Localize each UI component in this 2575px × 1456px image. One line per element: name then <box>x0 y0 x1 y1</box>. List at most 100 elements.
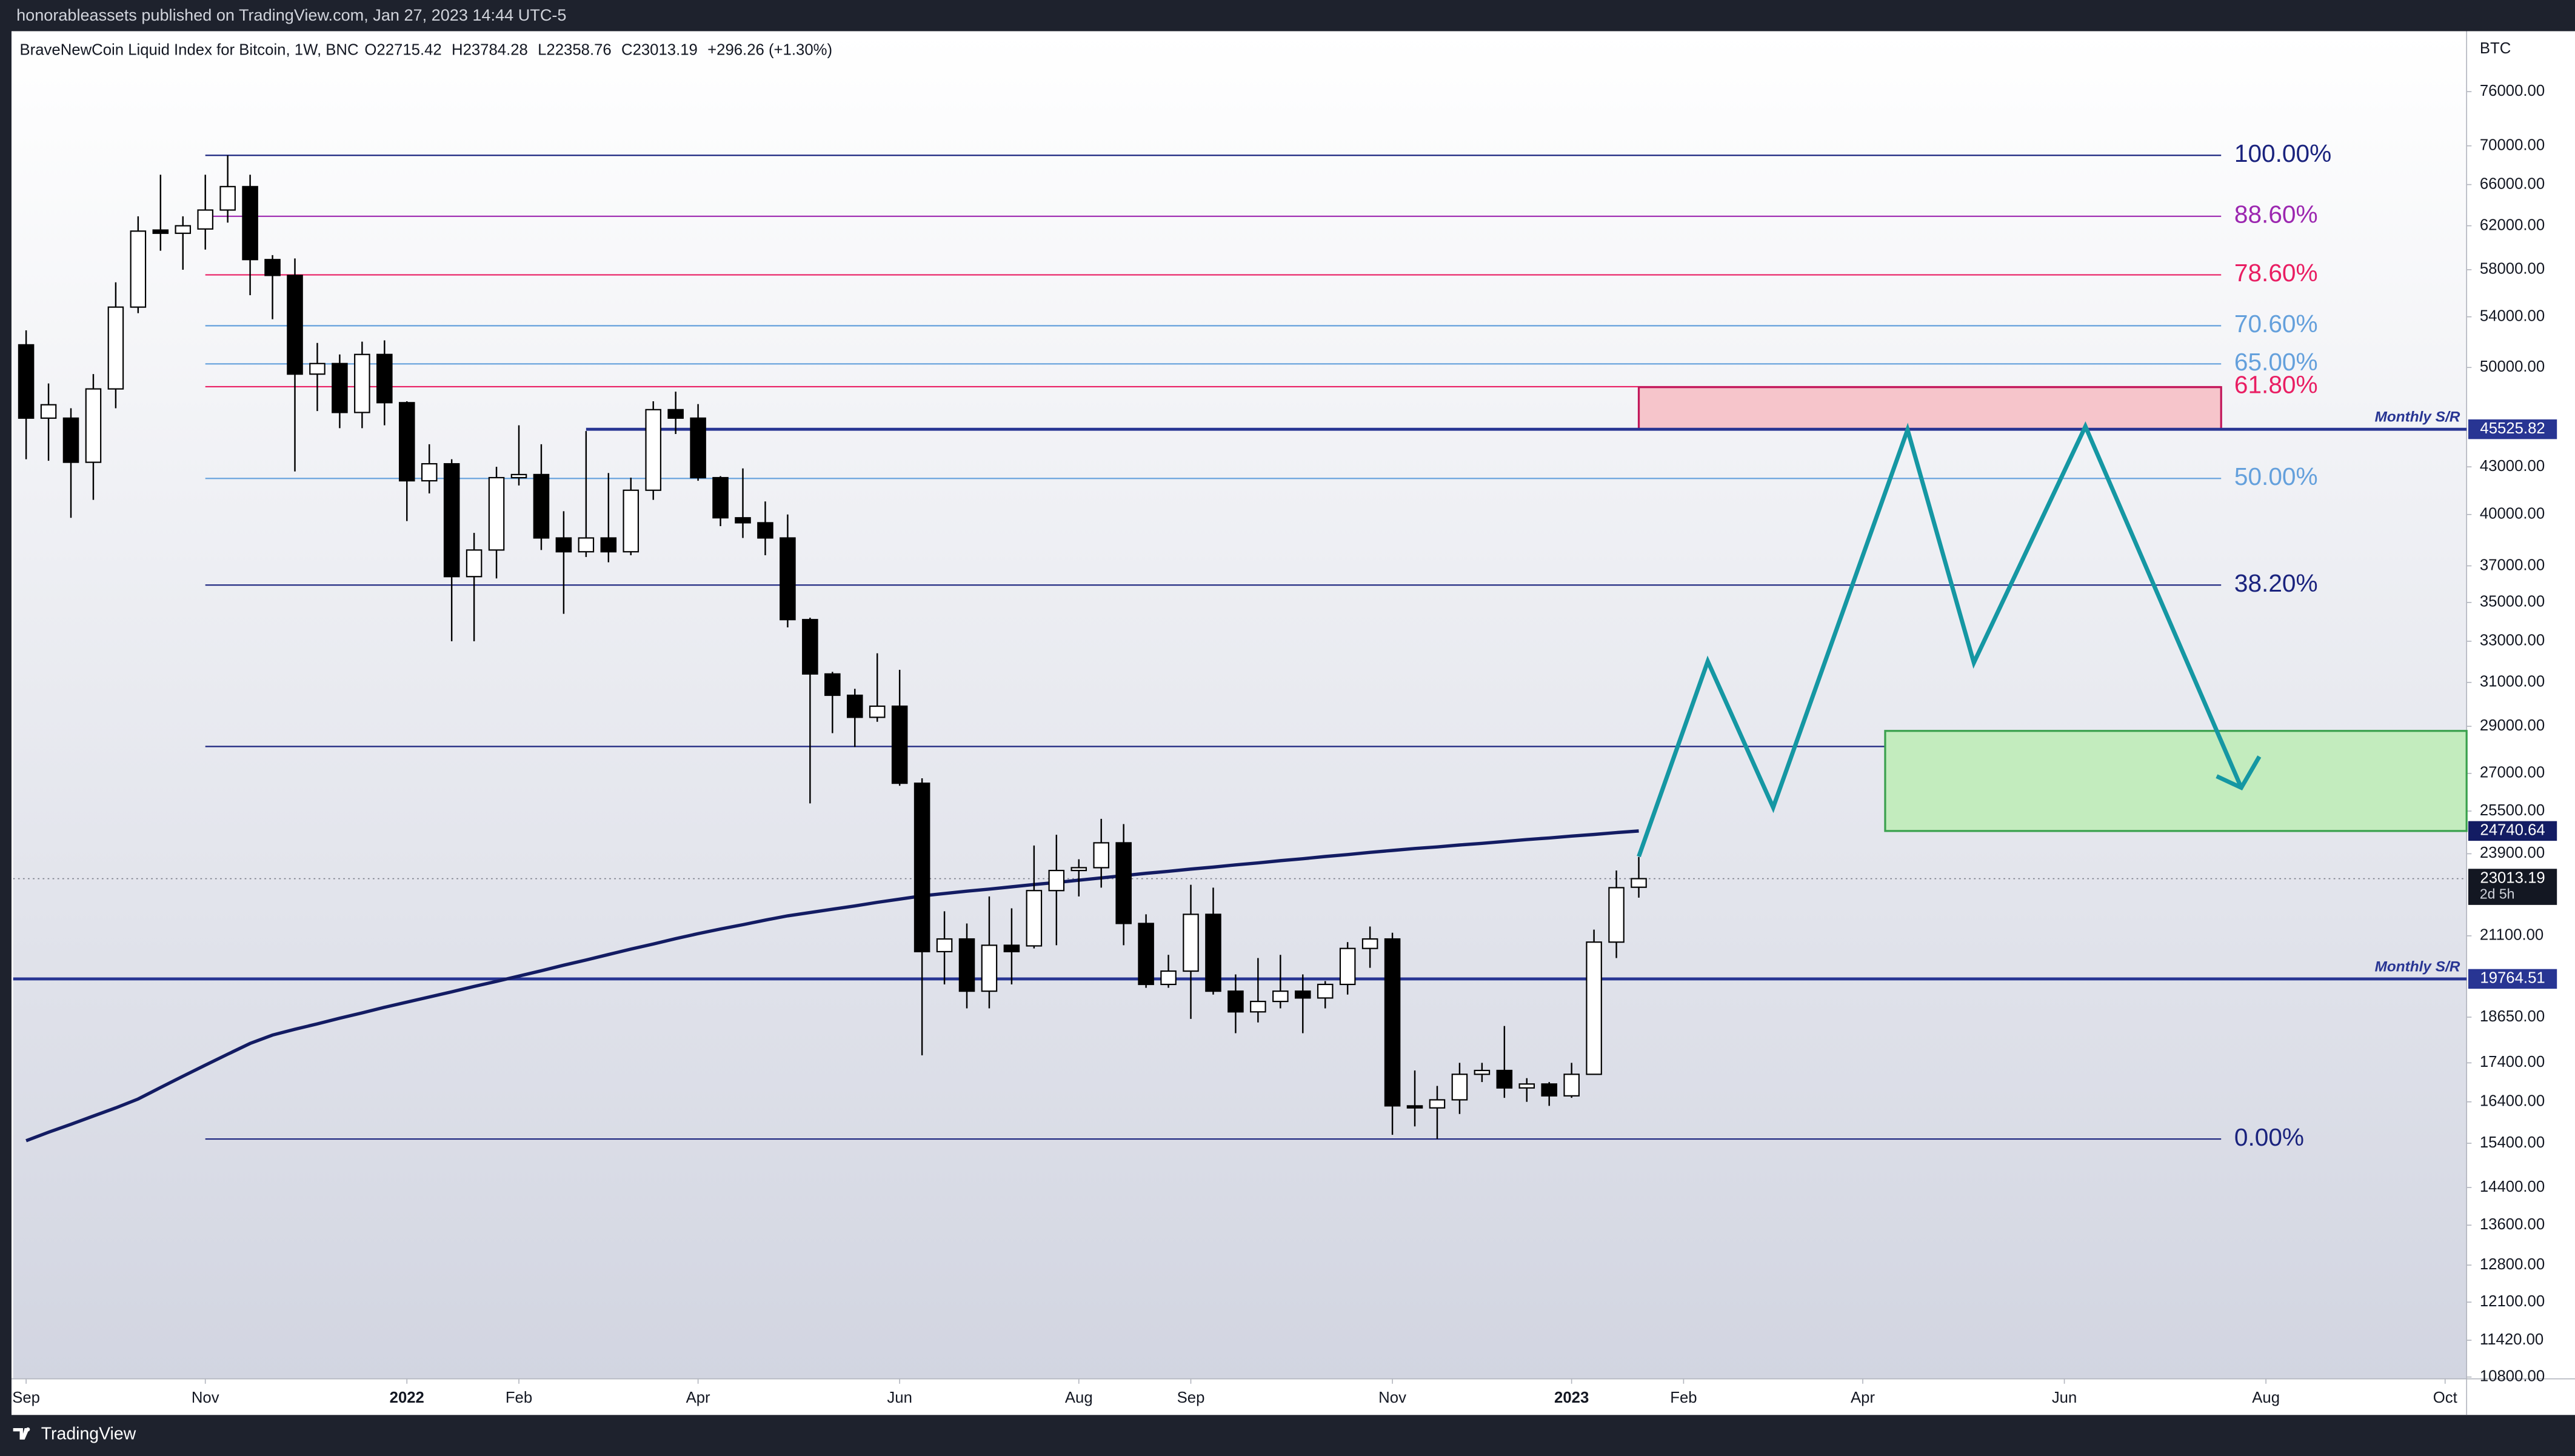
zone <box>1637 386 2222 430</box>
candle-body <box>1183 913 1199 972</box>
y-tick-label: 11420.00 <box>2480 1331 2543 1348</box>
x-tick-label: Apr <box>686 1389 710 1406</box>
price-tag <box>2468 419 2557 439</box>
candle-body <box>18 344 35 419</box>
fib-label: 65.00% <box>2234 348 2318 376</box>
legend-value: O22715.42 <box>364 42 441 59</box>
y-tick-label: 15400.00 <box>2480 1134 2545 1151</box>
candle-body <box>1384 938 1401 1107</box>
x-tick-label: Oct <box>2433 1389 2457 1406</box>
candle-body <box>1250 1001 1266 1013</box>
candle-body <box>1026 890 1043 947</box>
candle-body <box>735 517 751 524</box>
y-tick-label: 70000.00 <box>2480 136 2545 153</box>
x-tick-label: 2022 <box>390 1389 424 1406</box>
candle-body <box>40 404 57 419</box>
candle-body <box>1429 1099 1446 1109</box>
candle-body <box>1205 913 1221 992</box>
candle-body <box>1518 1083 1535 1089</box>
x-tick-label: Aug <box>1065 1389 1093 1406</box>
projection <box>1637 421 2243 858</box>
price-tag-label: 23013.19 <box>2480 869 2545 886</box>
x-tick-label: Feb <box>1670 1389 1697 1406</box>
candle-body <box>533 473 550 539</box>
y-tick-label: 27000.00 <box>2480 764 2545 781</box>
y-tick-label: 10800.00 <box>2480 1368 2545 1385</box>
candle-body <box>1608 887 1625 943</box>
price-tag-label: 19764.51 <box>2480 970 2545 987</box>
candle-body <box>1093 842 1109 869</box>
candle-body <box>152 229 169 234</box>
candle-body <box>1272 990 1289 1003</box>
x-tick-label: Jun <box>2052 1389 2077 1406</box>
candle-body <box>555 537 572 553</box>
y-tick-label: 16400.00 <box>2480 1093 2545 1110</box>
x-tick-label: Nov <box>192 1389 219 1406</box>
candle-body <box>488 476 505 551</box>
candle-body <box>130 230 147 308</box>
currency: BTC <box>2480 40 2511 57</box>
y-tick-label: 33000.00 <box>2480 632 2545 649</box>
candle-body <box>846 694 863 718</box>
candle-body <box>1406 1105 1423 1109</box>
fib-label: 70.60% <box>2234 310 2318 338</box>
symbol-title: BraveNewCoin Liquid Index for Bitcoin, 1… <box>20 42 359 59</box>
candle-body <box>690 417 706 479</box>
y-tick-label: 23900.00 <box>2480 844 2545 861</box>
candle-body <box>958 938 975 992</box>
legend-value: C23013.19 <box>621 42 698 59</box>
fib-label: 100.00% <box>2234 139 2331 167</box>
candle-body <box>780 537 796 621</box>
x-tick-label: Aug <box>2252 1389 2280 1406</box>
y-tick-label: 29000.00 <box>2480 717 2545 734</box>
candle-body <box>421 463 438 482</box>
candle-body <box>376 353 393 404</box>
candle-body <box>175 225 192 234</box>
publisher: honorableassets published on TradingView… <box>16 5 566 24</box>
legend-value: L22358.76 <box>538 42 612 59</box>
y-tick-label: 31000.00 <box>2480 673 2545 690</box>
candle-body <box>712 476 729 519</box>
candle-body <box>309 362 326 375</box>
candle-body <box>1070 867 1087 872</box>
price-tag <box>2468 969 2557 989</box>
footer-brand: TradingView <box>41 1424 136 1443</box>
candle-body <box>757 522 773 539</box>
y-tick-label: 76000.00 <box>2480 82 2545 99</box>
fib-label: 0.00% <box>2234 1123 2304 1151</box>
y-tick-label: 43000.00 <box>2480 458 2545 475</box>
candle-body <box>85 388 102 463</box>
candle-body <box>824 673 841 696</box>
x-tick-label: Sep <box>1177 1389 1205 1406</box>
y-tick-label: 21100.00 <box>2480 927 2543 944</box>
candle-body <box>981 944 998 992</box>
price-tag <box>2468 869 2557 905</box>
candle-body <box>510 473 527 479</box>
price-tag <box>2468 821 2557 841</box>
candle-body <box>1631 878 1647 888</box>
candle-body <box>936 938 953 953</box>
candle-body <box>623 489 640 553</box>
candle-body <box>1451 1074 1468 1101</box>
y-tick-label: 62000.00 <box>2480 216 2545 233</box>
candle-body <box>1361 938 1378 949</box>
candle-body <box>913 783 930 953</box>
candle-body <box>332 362 348 413</box>
candle-body <box>645 409 661 491</box>
y-tick-label: 37000.00 <box>2480 556 2545 573</box>
candle-body <box>1227 990 1244 1013</box>
candle-body <box>1138 923 1154 986</box>
candle-body <box>398 402 415 482</box>
candle-body <box>1541 1083 1557 1097</box>
y-tick-label: 66000.00 <box>2480 175 2545 192</box>
candle-body <box>1115 842 1132 924</box>
candle-body <box>891 705 908 784</box>
candle-body <box>107 306 124 390</box>
candle-body <box>197 209 213 230</box>
legend-value: H23784.28 <box>452 42 528 59</box>
countdown: 2d 5h <box>2480 886 2515 902</box>
legend-value: +296.26 (+1.30%) <box>707 42 832 59</box>
fib-label: 78.60% <box>2234 259 2318 287</box>
y-tick-label: 12800.00 <box>2480 1256 2545 1273</box>
